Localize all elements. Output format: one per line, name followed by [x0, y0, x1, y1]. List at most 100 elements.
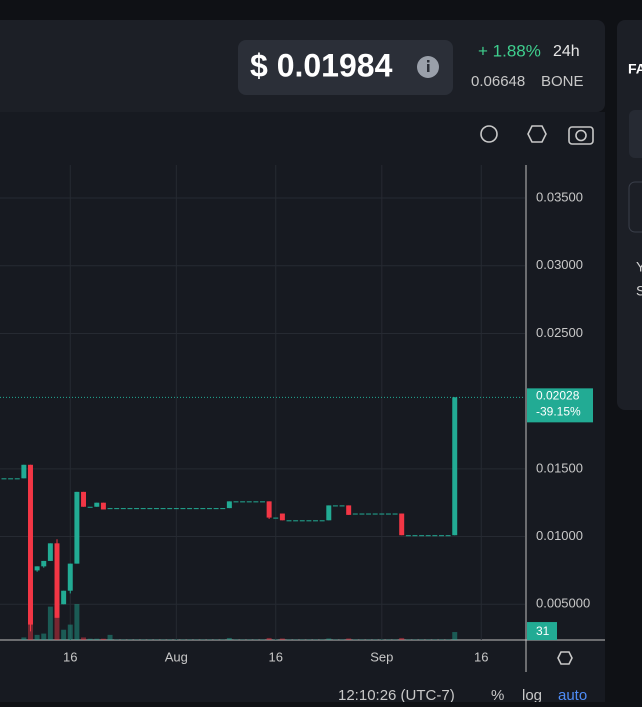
- volume-bar: [160, 639, 166, 640]
- candle-body: [94, 502, 100, 507]
- candle-body: [107, 508, 113, 510]
- candle-body: [61, 590, 67, 605]
- volume-bar: [313, 639, 319, 640]
- candle-body: [366, 513, 372, 515]
- candle-body: [313, 520, 319, 522]
- candle-body: [8, 478, 14, 480]
- volume-bar: [385, 639, 391, 640]
- last-volume-label: 31: [536, 624, 550, 638]
- candle-body: [41, 560, 47, 567]
- volume-bar: [286, 639, 292, 640]
- candle-body: [81, 491, 87, 507]
- candle-body: [134, 508, 140, 510]
- candle-body: [260, 501, 265, 503]
- volume-bar: [319, 639, 325, 640]
- volume-bar: [372, 639, 378, 640]
- candle-body: [326, 505, 332, 521]
- side-box: [628, 181, 642, 233]
- candle-body: [359, 513, 365, 515]
- candle-body: [299, 520, 305, 522]
- volume-bar: [74, 604, 80, 640]
- candle-body: [332, 505, 338, 507]
- candle-body: [352, 513, 358, 515]
- volume-bar: [445, 639, 451, 640]
- candle-body: [167, 508, 173, 510]
- volume-bar: [67, 624, 73, 640]
- volume-bar: [306, 639, 312, 640]
- volume-bar: [452, 632, 458, 640]
- period: 24h: [553, 43, 580, 60]
- candle-body: [220, 508, 226, 510]
- last-price-tag: [527, 388, 593, 423]
- volume-bar: [293, 639, 299, 640]
- candle-body: [405, 535, 411, 537]
- candle-body: [226, 501, 232, 509]
- volume-bar: [339, 639, 345, 640]
- side-text: S: [636, 283, 642, 299]
- side-box: [629, 110, 642, 158]
- change: + 1.88%: [478, 41, 541, 60]
- volume-bar: [260, 639, 265, 640]
- percent-toggle[interactable]: %: [491, 687, 504, 704]
- volume-bar: [419, 639, 425, 640]
- volume-bar: [392, 639, 398, 640]
- volume-bar: [187, 639, 193, 640]
- volume-bar: [147, 639, 153, 640]
- volume-bar: [180, 639, 186, 640]
- candle-body: [120, 508, 126, 510]
- candle-body: [452, 397, 458, 536]
- candle-body: [233, 501, 239, 503]
- x-tick-label: 16: [474, 649, 488, 664]
- candle-body: [379, 513, 385, 515]
- indicator-icon[interactable]: [480, 125, 498, 143]
- candle-body: [273, 517, 279, 519]
- candle-body: [147, 508, 153, 510]
- camera-icon[interactable]: [568, 126, 594, 145]
- candle-body: [140, 508, 146, 510]
- candle-body: [187, 508, 193, 510]
- volume-bar: [332, 639, 338, 640]
- info-glyph: [427, 64, 430, 72]
- y-tick-label: 0.03500: [536, 189, 583, 204]
- price-box: [238, 40, 453, 95]
- candle-body: [266, 501, 272, 518]
- volume-bar: [220, 639, 226, 640]
- volume-bar: [233, 639, 239, 640]
- candle-body: [372, 513, 378, 515]
- volume-bar: [226, 637, 232, 640]
- x-tick-label: Sep: [370, 649, 393, 664]
- settings-icon[interactable]: [527, 125, 547, 143]
- volume-bar: [127, 639, 133, 640]
- candle-body: [286, 520, 292, 522]
- candle-body: [153, 508, 159, 510]
- candle-body: [293, 520, 299, 522]
- volume-bar: [173, 639, 179, 640]
- volume-bar: [206, 639, 212, 640]
- volume-bar: [134, 639, 140, 640]
- candle-body: [28, 464, 33, 625]
- candle-body: [346, 505, 352, 515]
- candle-body: [385, 513, 391, 515]
- candle-body: [399, 513, 405, 536]
- clock: 12:10:26 (UTC-7): [338, 687, 455, 702]
- candle-body: [339, 505, 345, 507]
- axis-settings-icon[interactable]: [557, 651, 573, 665]
- candle-body: [34, 566, 40, 571]
- volume-bar: [438, 639, 444, 640]
- candle-body: [47, 543, 53, 561]
- volume-bar: [41, 633, 47, 640]
- last-change-label: -39.15%: [536, 405, 581, 419]
- price: $ 0.01984: [250, 47, 393, 83]
- volume-bar: [425, 639, 431, 640]
- candle-body: [173, 508, 179, 510]
- auto-toggle[interactable]: auto: [558, 687, 587, 704]
- volume-bar: [81, 637, 87, 640]
- volume-bar: [326, 638, 332, 640]
- volume-bar: [352, 639, 358, 640]
- volume-bar: [253, 639, 259, 640]
- volume-bar: [47, 606, 53, 640]
- candle-body: [419, 535, 425, 537]
- candle-body: [1, 478, 7, 480]
- log-toggle[interactable]: log: [522, 687, 542, 704]
